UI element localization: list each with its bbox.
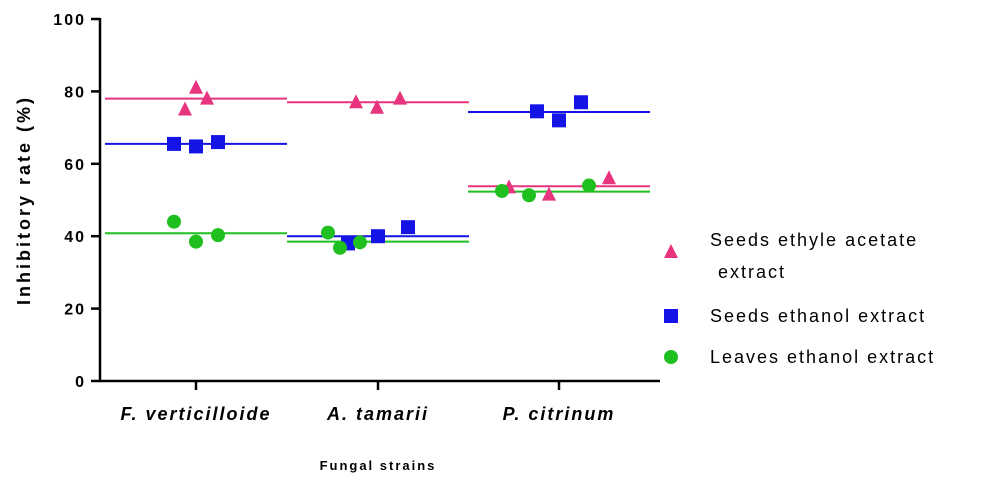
data-point (582, 178, 596, 193)
data-point (167, 214, 181, 229)
y-tick-label: 60 (64, 157, 86, 174)
data-point (189, 234, 203, 249)
data-point (401, 220, 415, 235)
data-point (333, 240, 347, 255)
legend-label: Seeds ethyle acetate (710, 230, 918, 250)
data-point (178, 101, 192, 116)
x-category-label: A. tamarii (326, 404, 429, 424)
data-point (189, 139, 203, 154)
legend-marker (664, 309, 678, 323)
data-points (167, 79, 616, 255)
y-axis-title: Inhibitory rate (%) (14, 95, 34, 305)
mean-lines (105, 97, 650, 243)
x-category-label: F. verticilloide (120, 404, 271, 424)
axes (98, 18, 660, 383)
data-point (211, 228, 225, 243)
data-point (393, 90, 407, 105)
y-tick-label: 40 (64, 229, 86, 246)
data-point (370, 99, 384, 114)
x-ticks: F. verticilloide A. tamarii P. citrinum (120, 381, 616, 424)
data-point (353, 235, 367, 250)
data-point (495, 183, 509, 198)
data-point (530, 104, 544, 119)
data-point (349, 94, 363, 109)
y-tick-label: 0 (75, 374, 86, 391)
data-point (189, 79, 203, 94)
data-point (167, 136, 181, 151)
data-point (602, 170, 616, 185)
x-axis-title: Fungal strains (320, 458, 437, 473)
data-point (200, 90, 214, 105)
data-point (574, 95, 588, 110)
y-tick-label: 80 (64, 84, 86, 101)
data-point (542, 186, 556, 201)
y-ticks: 0 20 40 60 80 100 (53, 12, 100, 391)
data-point (371, 229, 385, 244)
legend-marker (664, 350, 678, 364)
legend-label: Seeds ethanol extract (710, 306, 926, 326)
x-category-label: P. citrinum (503, 404, 616, 424)
legend-marker (664, 244, 678, 258)
legend: Seeds ethyle acetate extract Seeds ethanol… (664, 230, 935, 367)
data-point (321, 225, 335, 240)
data-point (552, 113, 566, 128)
data-point (522, 188, 536, 203)
legend-label: extract (718, 262, 786, 282)
data-point (211, 135, 225, 150)
y-tick-label: 100 (53, 12, 86, 29)
legend-label: Leaves ethanol extract (710, 347, 935, 367)
y-tick-label: 20 (64, 302, 86, 319)
